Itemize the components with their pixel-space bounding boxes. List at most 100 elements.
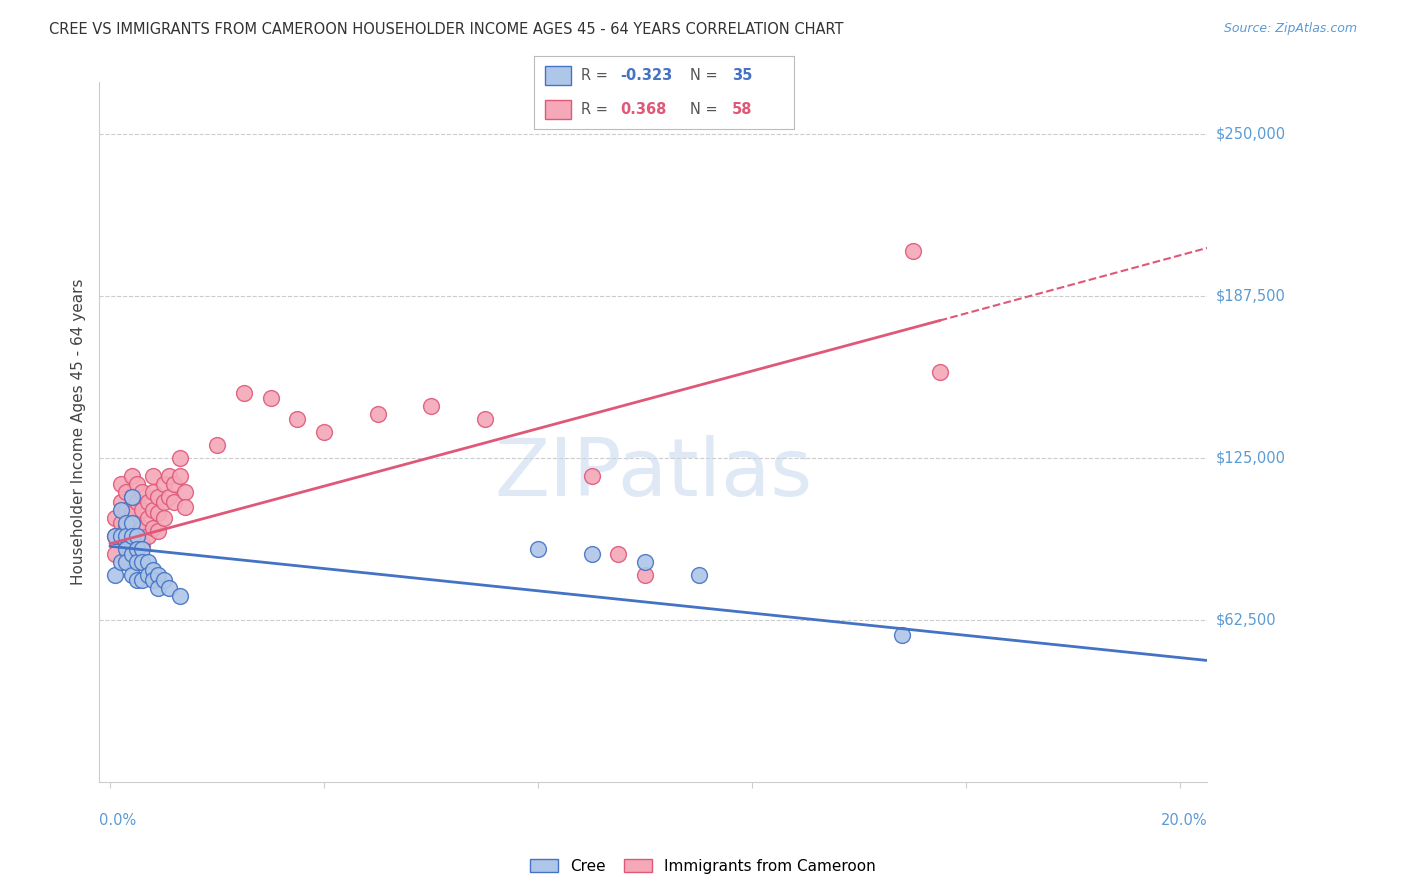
- Point: [607, 547, 630, 561]
- Point: [104, 510, 127, 524]
- Point: [115, 484, 138, 499]
- Point: [136, 495, 159, 509]
- Point: [115, 552, 138, 566]
- Point: [169, 589, 191, 603]
- Point: [901, 244, 924, 258]
- Point: [104, 567, 127, 582]
- Point: [420, 399, 443, 413]
- Point: [104, 529, 127, 543]
- Point: [125, 529, 148, 543]
- Point: [205, 438, 228, 452]
- Text: 58: 58: [733, 102, 752, 117]
- Point: [174, 500, 197, 515]
- Point: [121, 537, 143, 551]
- Point: [148, 581, 170, 595]
- Text: -0.323: -0.323: [620, 69, 672, 84]
- Point: [121, 567, 143, 582]
- Point: [131, 541, 153, 556]
- Text: 20.0%: 20.0%: [1160, 813, 1208, 828]
- Point: [287, 412, 309, 426]
- Point: [110, 516, 132, 530]
- Point: [131, 503, 153, 517]
- Point: [148, 506, 170, 520]
- Point: [157, 581, 180, 595]
- Point: [152, 477, 174, 491]
- Point: [131, 555, 153, 569]
- Text: R =: R =: [581, 69, 613, 84]
- Point: [125, 516, 148, 530]
- Point: [121, 547, 143, 561]
- Text: R =: R =: [581, 102, 617, 117]
- Point: [891, 627, 914, 641]
- Point: [110, 555, 132, 569]
- Text: 35: 35: [733, 69, 752, 84]
- Point: [474, 412, 496, 426]
- Y-axis label: Householder Income Ages 45 - 64 years: Householder Income Ages 45 - 64 years: [72, 279, 86, 585]
- Text: $250,000: $250,000: [1215, 127, 1285, 141]
- Point: [121, 490, 143, 504]
- Point: [142, 484, 165, 499]
- Point: [152, 495, 174, 509]
- Point: [115, 521, 138, 535]
- Point: [157, 490, 180, 504]
- Point: [142, 563, 165, 577]
- Point: [125, 555, 148, 569]
- Text: N =: N =: [690, 102, 723, 117]
- Point: [163, 495, 186, 509]
- Point: [110, 503, 132, 517]
- Point: [142, 573, 165, 587]
- Point: [581, 547, 603, 561]
- Point: [142, 521, 165, 535]
- Point: [148, 567, 170, 582]
- Point: [152, 573, 174, 587]
- Bar: [544, 66, 571, 86]
- Point: [131, 484, 153, 499]
- Point: [131, 537, 153, 551]
- Point: [148, 490, 170, 504]
- Text: 0.368: 0.368: [620, 102, 666, 117]
- Text: $62,500: $62,500: [1215, 613, 1277, 628]
- Point: [169, 469, 191, 483]
- Legend: Cree, Immigrants from Cameroon: Cree, Immigrants from Cameroon: [524, 853, 882, 880]
- Point: [131, 521, 153, 535]
- Point: [121, 506, 143, 520]
- Point: [148, 524, 170, 538]
- Text: ZIPatlas: ZIPatlas: [494, 435, 813, 513]
- Point: [232, 386, 254, 401]
- Point: [125, 534, 148, 549]
- Bar: [544, 100, 571, 120]
- Text: Source: ZipAtlas.com: Source: ZipAtlas.com: [1223, 22, 1357, 36]
- Text: 0.0%: 0.0%: [100, 813, 136, 828]
- Point: [125, 477, 148, 491]
- Text: $187,500: $187,500: [1215, 288, 1285, 303]
- Point: [110, 529, 132, 543]
- Point: [115, 537, 138, 551]
- Text: $125,000: $125,000: [1215, 450, 1285, 466]
- Point: [104, 547, 127, 561]
- Point: [125, 541, 148, 556]
- Point: [115, 516, 138, 530]
- Point: [152, 510, 174, 524]
- Point: [136, 567, 159, 582]
- Point: [169, 451, 191, 466]
- Text: CREE VS IMMIGRANTS FROM CAMEROON HOUSEHOLDER INCOME AGES 45 - 64 YEARS CORRELATI: CREE VS IMMIGRANTS FROM CAMEROON HOUSEHO…: [49, 22, 844, 37]
- Point: [634, 555, 657, 569]
- Point: [104, 529, 127, 543]
- Point: [125, 573, 148, 587]
- Point: [142, 503, 165, 517]
- Point: [928, 366, 950, 380]
- Point: [110, 495, 132, 509]
- Point: [121, 529, 143, 543]
- Point: [581, 469, 603, 483]
- Point: [136, 529, 159, 543]
- Point: [688, 567, 710, 582]
- Point: [634, 567, 657, 582]
- Point: [367, 407, 389, 421]
- Point: [136, 555, 159, 569]
- Point: [121, 490, 143, 504]
- Point: [527, 541, 550, 556]
- Point: [174, 484, 197, 499]
- Point: [115, 555, 138, 569]
- Point: [163, 477, 186, 491]
- Point: [157, 469, 180, 483]
